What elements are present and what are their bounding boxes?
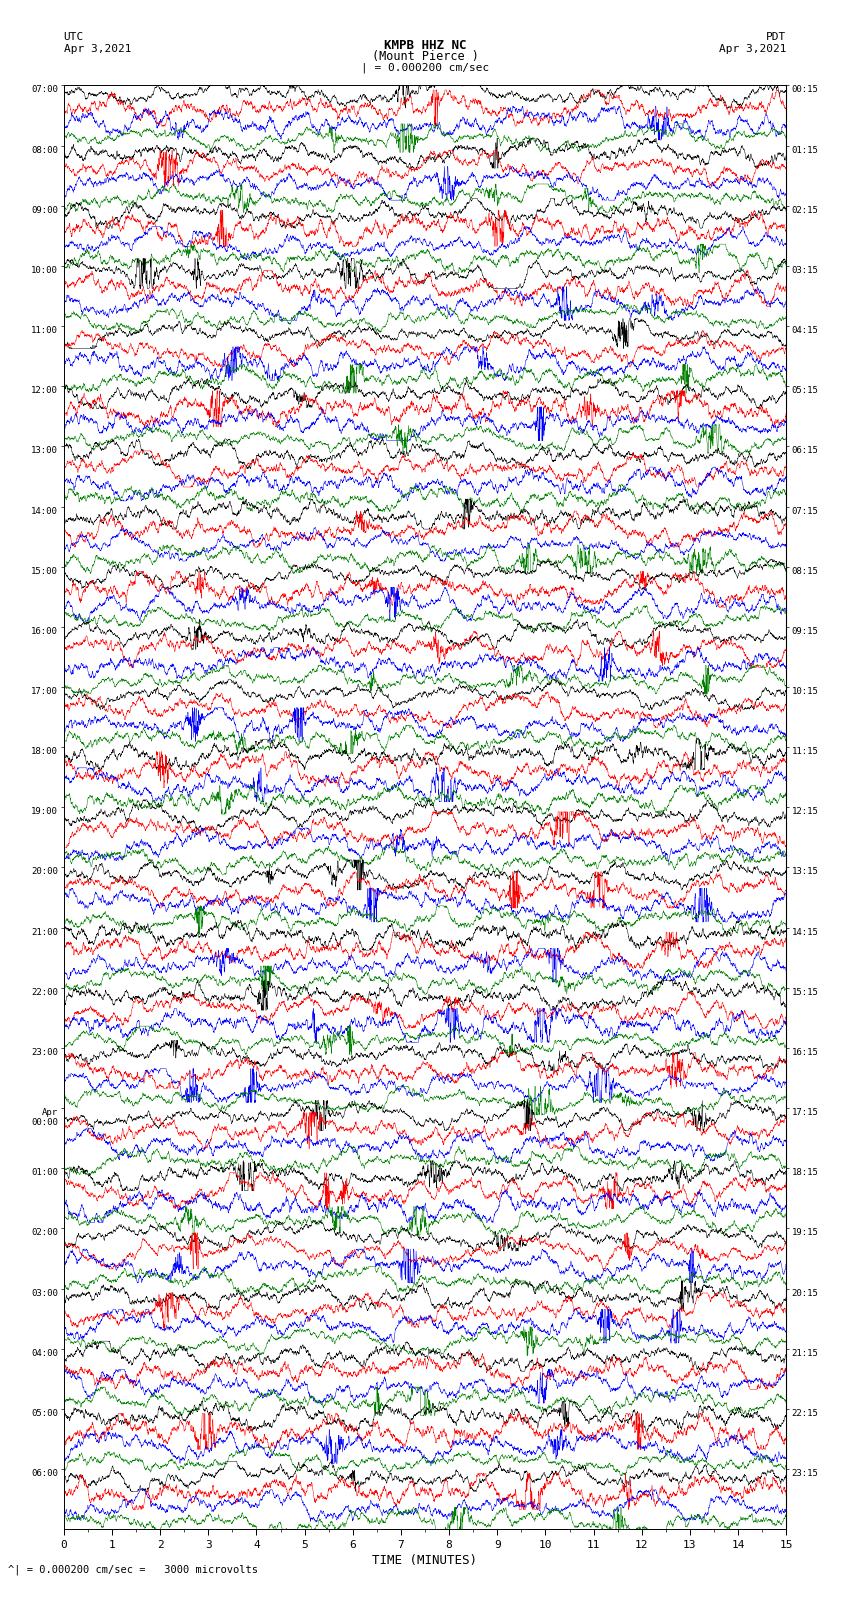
Text: UTC: UTC xyxy=(64,32,84,42)
X-axis label: TIME (MINUTES): TIME (MINUTES) xyxy=(372,1553,478,1566)
Text: KMPB HHZ NC: KMPB HHZ NC xyxy=(383,39,467,52)
Text: | = 0.000200 cm/sec: | = 0.000200 cm/sec xyxy=(361,63,489,74)
Text: Apr 3,2021: Apr 3,2021 xyxy=(719,44,786,53)
Text: PDT: PDT xyxy=(766,32,786,42)
Text: ^| = 0.000200 cm/sec =   3000 microvolts: ^| = 0.000200 cm/sec = 3000 microvolts xyxy=(8,1565,258,1576)
Text: Apr 3,2021: Apr 3,2021 xyxy=(64,44,131,53)
Text: (Mount Pierce ): (Mount Pierce ) xyxy=(371,50,479,63)
